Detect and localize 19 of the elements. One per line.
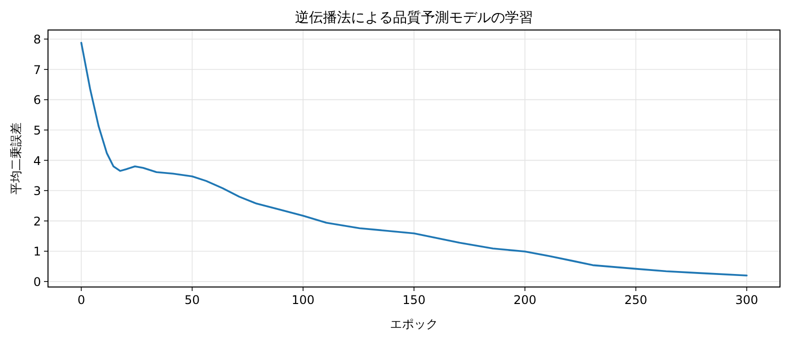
y-tick-label: 5: [33, 124, 41, 138]
x-tick-label: 150: [402, 293, 426, 307]
y-tick-label: 3: [33, 184, 41, 198]
y-tick-label: 6: [33, 93, 41, 108]
y-tick-label: 8: [33, 32, 41, 47]
x-tick-label: 300: [735, 293, 758, 307]
chart-title: 逆伝播法による品質予測モデルの学習: [295, 10, 533, 26]
y-tick-label: 2: [33, 214, 41, 228]
x-tick-label: 100: [292, 293, 315, 307]
x-tick-label: 200: [513, 293, 536, 307]
y-axis-title: 平均二乗誤差: [9, 122, 23, 194]
y-tick-label: 7: [33, 62, 41, 77]
x-tick-label: 50: [184, 293, 200, 307]
y-tick-label: 4: [33, 154, 41, 168]
x-tick-label: 250: [624, 293, 648, 307]
y-tick-label: 0: [33, 275, 41, 290]
x-tick-label: 0: [77, 293, 86, 307]
y-tick-label: 1: [33, 244, 41, 259]
x-axis-title: エポック: [390, 317, 438, 331]
